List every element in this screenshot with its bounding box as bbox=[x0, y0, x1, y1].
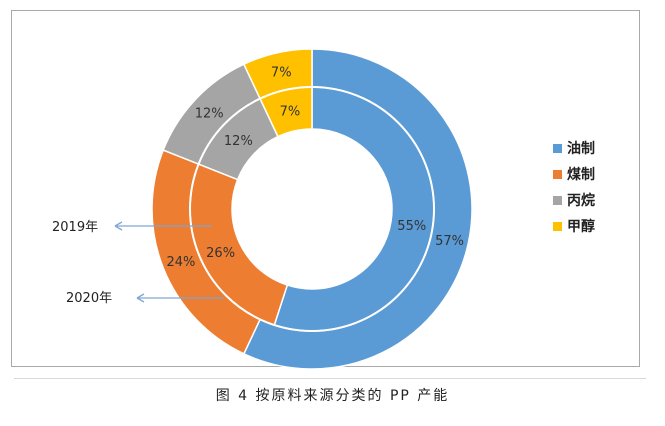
data-label-outer-2: 12% bbox=[195, 106, 224, 121]
legend-label-3: 甲醇 bbox=[567, 218, 595, 235]
annotation-arrowhead-1 bbox=[136, 297, 145, 303]
data-label-outer-0: 57% bbox=[435, 234, 464, 249]
legend-swatch-2 bbox=[553, 196, 562, 205]
data-label-inner-1: 26% bbox=[206, 246, 235, 261]
data-label-inner-2: 12% bbox=[224, 134, 253, 149]
annotation-arrowhead-1 bbox=[136, 293, 145, 299]
legend-label-1: 煤制 bbox=[567, 166, 595, 183]
annotation-label-0: 2019年 bbox=[52, 220, 98, 235]
caption-divider bbox=[14, 378, 646, 379]
data-label-inner-0: 55% bbox=[397, 219, 426, 234]
legend-label-0: 油制 bbox=[567, 140, 595, 157]
data-label-outer-3: 7% bbox=[271, 65, 292, 80]
data-label-inner-3: 7% bbox=[280, 104, 301, 119]
annotation-label-1: 2020年 bbox=[66, 291, 112, 306]
ring-divider bbox=[189, 86, 435, 332]
data-label-outer-1: 24% bbox=[166, 255, 195, 270]
legend-swatch-3 bbox=[553, 222, 562, 231]
annotation-arrowhead-0 bbox=[114, 225, 123, 231]
legend-swatch-1 bbox=[553, 170, 562, 179]
legend-swatch-0 bbox=[553, 144, 562, 153]
annotation-arrowhead-0 bbox=[114, 221, 123, 227]
legend-label-2: 丙烷 bbox=[567, 192, 595, 209]
figure-caption: 图 4 按原料来源分类的 PP 产能 bbox=[215, 388, 450, 404]
